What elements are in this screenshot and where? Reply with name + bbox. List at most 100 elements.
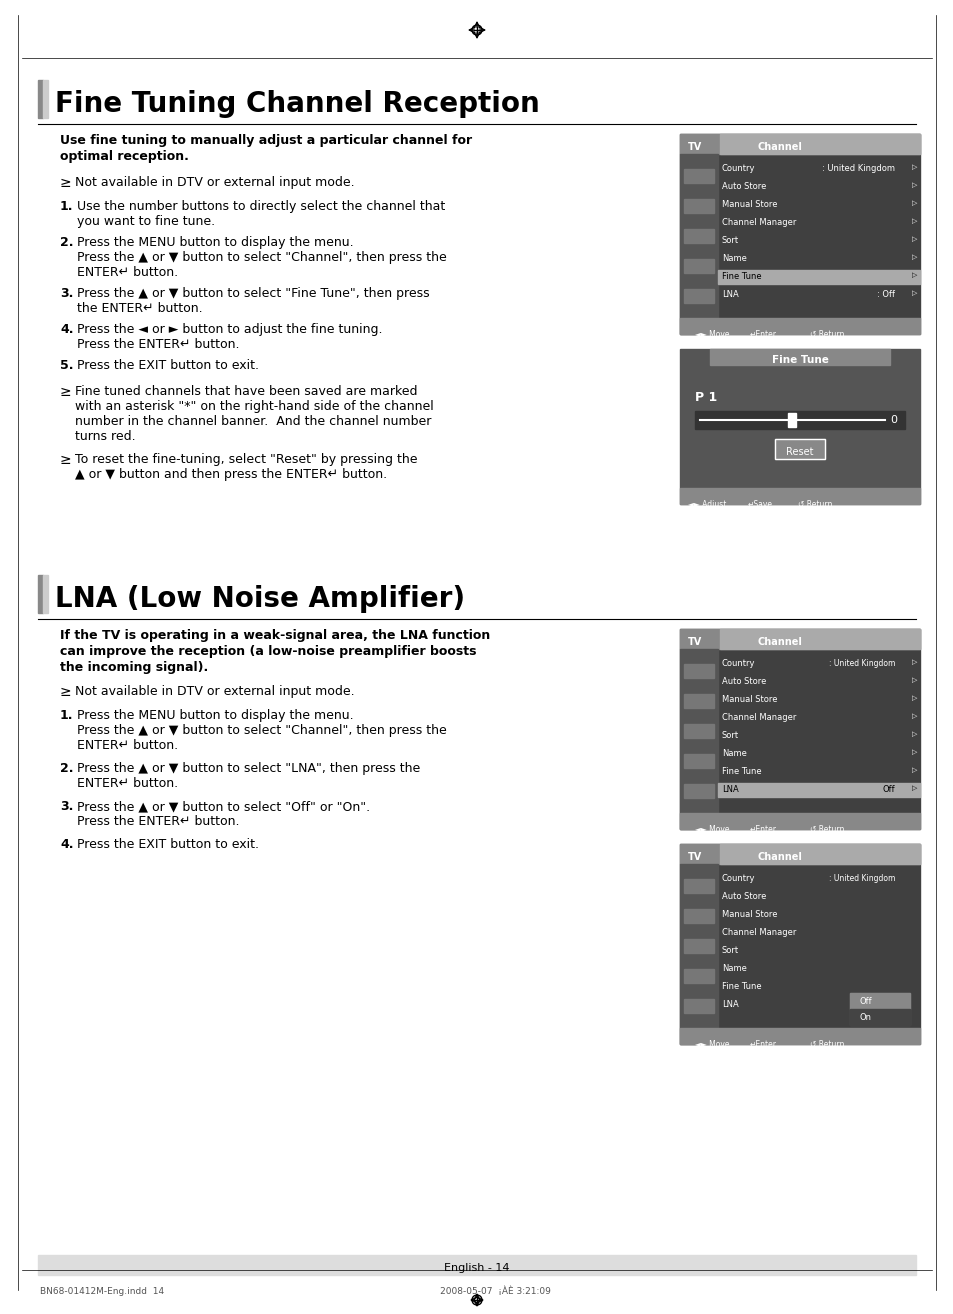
Bar bbox=[679, 350, 919, 505]
Text: Press the MENU button to display the menu.: Press the MENU button to display the men… bbox=[77, 237, 354, 248]
Text: Press the ENTER↵ button.: Press the ENTER↵ button. bbox=[77, 815, 239, 828]
Text: On: On bbox=[859, 1013, 871, 1022]
Text: To reset the fine-tuning, select "Reset" by pressing the: To reset the fine-tuning, select "Reset"… bbox=[75, 453, 417, 466]
Bar bbox=[679, 844, 919, 865]
Text: Name: Name bbox=[721, 254, 746, 263]
Text: ▷: ▷ bbox=[911, 677, 917, 683]
Text: TV: TV bbox=[687, 637, 701, 646]
Text: Press the ◄ or ► button to adjust the fine tuning.: Press the ◄ or ► button to adjust the fi… bbox=[77, 323, 382, 336]
Text: Press the EXIT button to exit.: Press the EXIT button to exit. bbox=[77, 838, 258, 851]
Bar bbox=[683, 170, 713, 183]
Text: the ENTER↵ button.: the ENTER↵ button. bbox=[77, 302, 202, 315]
Text: Reset: Reset bbox=[785, 447, 813, 457]
Bar bbox=[683, 879, 713, 894]
Bar bbox=[774, 439, 824, 459]
Text: Channel Manager: Channel Manager bbox=[721, 714, 796, 721]
Text: Country: Country bbox=[721, 874, 755, 883]
Text: 5.: 5. bbox=[60, 359, 73, 372]
Text: Manual Store: Manual Store bbox=[721, 200, 777, 209]
Text: LNA: LNA bbox=[721, 290, 738, 300]
Bar bbox=[43, 80, 48, 118]
Text: If the TV is operating in a weak-signal area, the LNA function: If the TV is operating in a weak-signal … bbox=[60, 629, 490, 643]
Text: number in the channel banner.  And the channel number: number in the channel banner. And the ch… bbox=[75, 415, 431, 428]
Text: ▷: ▷ bbox=[911, 200, 917, 206]
Text: with an asterisk "*" on the right-hand side of the channel: with an asterisk "*" on the right-hand s… bbox=[75, 399, 434, 413]
Text: ▷: ▷ bbox=[911, 695, 917, 700]
Bar bbox=[679, 629, 919, 829]
Bar bbox=[683, 909, 713, 922]
Bar bbox=[38, 576, 43, 614]
Text: Name: Name bbox=[721, 964, 746, 972]
Text: ↺ Return: ↺ Return bbox=[809, 330, 843, 339]
Text: 2.: 2. bbox=[60, 762, 73, 775]
Text: Sort: Sort bbox=[721, 946, 739, 955]
Text: ↵Enter: ↵Enter bbox=[749, 330, 776, 339]
Text: TV: TV bbox=[687, 142, 701, 152]
Text: : Off: : Off bbox=[876, 290, 894, 300]
Text: 0: 0 bbox=[889, 415, 896, 424]
Bar bbox=[683, 784, 713, 798]
Text: : United Kingdom: : United Kingdom bbox=[828, 874, 894, 883]
Bar bbox=[679, 629, 919, 649]
Text: 3.: 3. bbox=[60, 286, 73, 300]
Text: 1.: 1. bbox=[60, 200, 73, 213]
Text: 4.: 4. bbox=[60, 838, 73, 851]
Bar bbox=[679, 318, 919, 334]
Text: Press the ▲ or ▼ button to select "Channel", then press the: Press the ▲ or ▼ button to select "Chann… bbox=[77, 251, 446, 264]
Text: Auto Store: Auto Store bbox=[721, 677, 765, 686]
Text: ≥: ≥ bbox=[60, 453, 71, 466]
Bar bbox=[683, 940, 713, 953]
Bar bbox=[849, 993, 909, 1025]
Text: 4.: 4. bbox=[60, 323, 73, 336]
Text: can improve the reception (a low-noise preamplifier boosts: can improve the reception (a low-noise p… bbox=[60, 645, 476, 658]
Text: ▷: ▷ bbox=[911, 731, 917, 737]
Text: ▷: ▷ bbox=[911, 218, 917, 223]
Text: Fine Tuning Channel Reception: Fine Tuning Channel Reception bbox=[55, 89, 539, 118]
Text: ▷: ▷ bbox=[911, 237, 917, 242]
Bar bbox=[43, 576, 48, 614]
Text: optimal reception.: optimal reception. bbox=[60, 150, 189, 163]
Text: BN68-01412M-Eng.indd  14                                                        : BN68-01412M-Eng.indd 14 bbox=[40, 1285, 550, 1296]
Text: : United Kingdom: : United Kingdom bbox=[821, 164, 894, 173]
Bar bbox=[720, 844, 919, 865]
Text: Press the ▲ or ▼ button to select "LNA", then press the: Press the ▲ or ▼ button to select "LNA",… bbox=[77, 762, 420, 775]
Bar bbox=[679, 1028, 919, 1045]
Text: ≥: ≥ bbox=[60, 385, 71, 399]
Text: ENTER↵ button.: ENTER↵ button. bbox=[77, 777, 178, 790]
Bar bbox=[683, 724, 713, 738]
Text: Fine Tune: Fine Tune bbox=[721, 272, 760, 281]
Text: Press the ▲ or ▼ button to select "Off" or "On".: Press the ▲ or ▼ button to select "Off" … bbox=[77, 800, 370, 813]
Bar bbox=[683, 664, 713, 678]
Text: Auto Store: Auto Store bbox=[721, 892, 765, 901]
Text: ↵Enter: ↵Enter bbox=[749, 1039, 776, 1049]
Bar bbox=[683, 198, 713, 213]
Text: Fine Tune: Fine Tune bbox=[721, 767, 760, 777]
Text: Not available in DTV or external input mode.: Not available in DTV or external input m… bbox=[75, 176, 355, 189]
Text: ≥: ≥ bbox=[60, 176, 71, 191]
Text: ↺ Return: ↺ Return bbox=[809, 1039, 843, 1049]
Text: P 1: P 1 bbox=[695, 392, 717, 403]
Text: LNA: LNA bbox=[721, 1000, 738, 1009]
Text: Manual Store: Manual Store bbox=[721, 695, 777, 704]
Text: Off: Off bbox=[859, 997, 872, 1007]
Bar bbox=[679, 813, 919, 829]
Text: ▷: ▷ bbox=[911, 784, 917, 791]
Bar bbox=[679, 487, 919, 505]
Text: Press the ▲ or ▼ button to select "Channel", then press the: Press the ▲ or ▼ button to select "Chann… bbox=[77, 724, 446, 737]
Text: ▷: ▷ bbox=[911, 254, 917, 260]
Text: Press the ▲ or ▼ button to select "Fine Tune", then press: Press the ▲ or ▼ button to select "Fine … bbox=[77, 286, 429, 300]
Bar bbox=[683, 694, 713, 708]
Bar bbox=[718, 783, 919, 798]
Text: ENTER↵ button.: ENTER↵ button. bbox=[77, 738, 178, 752]
Text: ↵Enter: ↵Enter bbox=[749, 825, 776, 834]
Text: ↺ Return: ↺ Return bbox=[797, 501, 832, 509]
Bar bbox=[679, 134, 919, 154]
Text: 2.: 2. bbox=[60, 237, 73, 248]
Bar bbox=[720, 629, 919, 649]
Text: ▷: ▷ bbox=[911, 714, 917, 719]
Text: Manual Store: Manual Store bbox=[721, 911, 777, 918]
Text: Sort: Sort bbox=[721, 237, 739, 244]
Bar bbox=[720, 134, 919, 154]
Text: ▷: ▷ bbox=[911, 749, 917, 756]
Bar bbox=[787, 413, 795, 427]
